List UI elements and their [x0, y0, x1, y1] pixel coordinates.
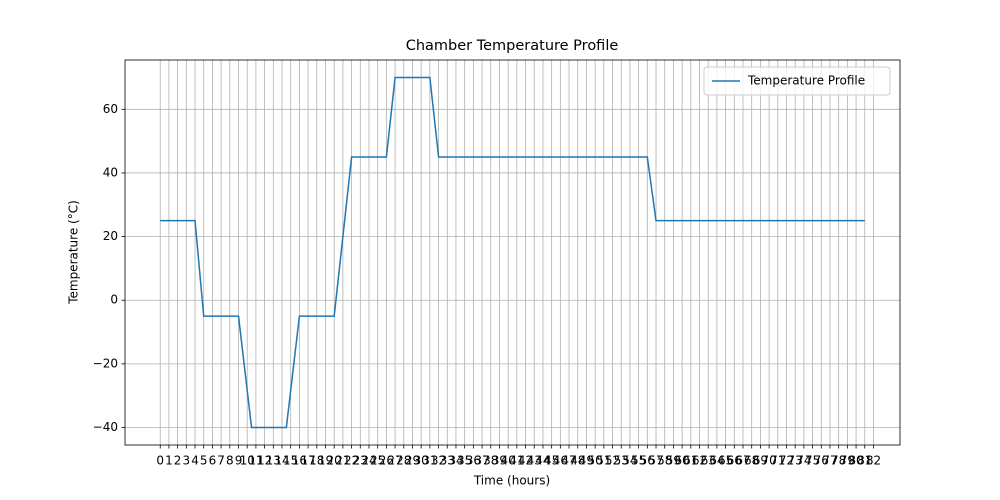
- x-tick-label: 5: [200, 454, 208, 468]
- x-tick-label: 1: [165, 454, 173, 468]
- x-tick-label: 49: [579, 454, 594, 468]
- x-tick-label: 9: [235, 454, 243, 468]
- x-tick-label: 28: [396, 454, 411, 468]
- x-tick-label: 25: [370, 454, 385, 468]
- x-tick-label: 65: [718, 454, 733, 468]
- x-tick-label: 29: [405, 454, 420, 468]
- x-tick-label: 79: [840, 454, 855, 468]
- x-tick-label: 78: [831, 454, 846, 468]
- x-tick-label: 7: [217, 454, 225, 468]
- x-tick-label: 67: [735, 454, 750, 468]
- x-tick-label: 21: [335, 454, 350, 468]
- x-tick-label: 69: [753, 454, 768, 468]
- x-tick-label: 6: [209, 454, 217, 468]
- x-tick-label: 48: [570, 454, 585, 468]
- x-tick-label: 38: [483, 454, 498, 468]
- x-tick-label: 77: [822, 454, 837, 468]
- x-tick-label: 55: [631, 454, 646, 468]
- x-tick-label: 37: [474, 454, 489, 468]
- legend-box: [703, 66, 891, 96]
- x-tick-label: 50: [587, 454, 602, 468]
- legend: Temperature Profile: [703, 66, 891, 96]
- x-tick-label: 52: [605, 454, 620, 468]
- x-tick-label: 66: [727, 454, 742, 468]
- x-tick-label: 2: [174, 454, 182, 468]
- x-tick-label: 18: [309, 454, 324, 468]
- x-tick-label: 36: [466, 454, 481, 468]
- x-tick-label: 70: [761, 454, 776, 468]
- x-tick-label: 81: [857, 454, 872, 468]
- x-tick-label: 72: [779, 454, 794, 468]
- y-tick-label: 0: [110, 293, 118, 307]
- x-tick-label: 32: [431, 454, 446, 468]
- y-tick-label: −20: [93, 356, 118, 370]
- x-tick-label: 14: [274, 454, 289, 468]
- x-tick-label: 34: [448, 454, 463, 468]
- x-tick-label: 76: [814, 454, 829, 468]
- plot-frame: [124, 59, 901, 446]
- x-tick-label: 54: [622, 454, 637, 468]
- x-tick-label: 61: [683, 454, 698, 468]
- x-tick-label: 22: [344, 454, 359, 468]
- y-tick-label: −40: [93, 420, 118, 434]
- x-tick-label: 35: [457, 454, 472, 468]
- x-tick-label: 47: [561, 454, 576, 468]
- x-tick-label: 80: [848, 454, 863, 468]
- x-axis-label: Time (hours): [473, 474, 550, 488]
- x-tick-label: 51: [596, 454, 611, 468]
- x-tick-label: 60: [674, 454, 689, 468]
- x-tick-label: 33: [440, 454, 455, 468]
- x-tick-label: 27: [387, 454, 402, 468]
- x-tick-label: 8: [226, 454, 234, 468]
- y-axis-label: Temperature (°C): [67, 200, 81, 305]
- x-tick-label: 59: [666, 454, 681, 468]
- x-tick-label: 30: [414, 454, 429, 468]
- y-tick-label: 20: [103, 229, 118, 243]
- x-tick-label: 20: [327, 454, 342, 468]
- x-tick-label: 56: [640, 454, 655, 468]
- x-tick-label: 63: [701, 454, 716, 468]
- x-tick-label: 43: [527, 454, 542, 468]
- x-tick-label: 82: [866, 454, 881, 468]
- x-tick-label: 23: [353, 454, 368, 468]
- x-tick-label: 73: [788, 454, 803, 468]
- x-tick-label: 0: [156, 454, 164, 468]
- x-tick-label: 40: [501, 454, 516, 468]
- x-tick-label: 58: [657, 454, 672, 468]
- x-tick-label: 62: [692, 454, 707, 468]
- x-tick-label: 11: [248, 454, 263, 468]
- x-tick-label: 42: [518, 454, 533, 468]
- x-tick-label: 19: [318, 454, 333, 468]
- x-tick-label: 68: [744, 454, 759, 468]
- x-tick-label: 75: [805, 454, 820, 468]
- x-tick-label: 53: [614, 454, 629, 468]
- x-tick-label: 46: [553, 454, 568, 468]
- x-tick-label: 17: [300, 454, 315, 468]
- x-tick-label: 45: [544, 454, 559, 468]
- x-tick-label: 4: [191, 454, 199, 468]
- x-tick-label: 15: [283, 454, 298, 468]
- legend-label: Temperature Profile: [747, 74, 865, 88]
- data-line: [160, 76, 865, 429]
- chart-title: Chamber Temperature Profile: [406, 38, 619, 54]
- x-tick-label: 71: [770, 454, 785, 468]
- x-tick-label: 24: [361, 454, 376, 468]
- x-tick-label: 10: [240, 454, 255, 468]
- x-tick-label: 3: [183, 454, 191, 468]
- y-tick-label: 60: [103, 102, 118, 116]
- x-tick-label: 39: [492, 454, 507, 468]
- x-tick-label: 41: [509, 454, 524, 468]
- x-tick-label: 16: [292, 454, 307, 468]
- x-tick-label: 31: [422, 454, 437, 468]
- x-tick-label: 57: [648, 454, 663, 468]
- x-tick-label: 44: [535, 454, 550, 468]
- x-tick-label: 26: [379, 454, 394, 468]
- x-tick-label: 74: [796, 454, 811, 468]
- x-tick-label: 13: [266, 454, 281, 468]
- x-tick-label: 64: [709, 454, 724, 468]
- y-tick-label: 40: [103, 165, 118, 179]
- x-tick-label: 12: [257, 454, 272, 468]
